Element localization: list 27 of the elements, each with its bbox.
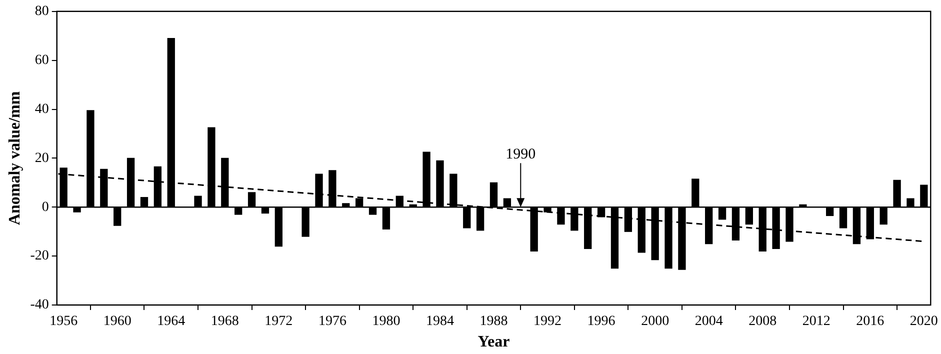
x-tick-label: 1980 [372,314,400,330]
x-tick-label: 1956 [50,314,78,330]
x-tick-label: 1972 [264,314,293,330]
x-tick-label: 1968 [210,314,239,330]
y-tick-label: -20 [30,248,49,264]
y-tick-label: 0 [42,200,49,215]
x-tick-label: 1976 [318,314,346,330]
x-tick-label: 1992 [534,314,562,330]
x-tick-label: 1960 [103,314,132,330]
y-axis-title: Anomaly value/mm [6,90,24,226]
x-axis-title: Year [478,334,510,351]
x-tick-label: 2012 [802,314,830,330]
y-tick-label: 20 [34,150,49,166]
annotation: 1990 [506,146,536,163]
y-tick-label: 40 [34,102,49,117]
x-tick-label: 2004 [694,314,723,330]
x-tick-label: 1984 [426,314,454,330]
y-tick-label: 60 [34,53,49,68]
x-tick-label: 2008 [748,314,777,330]
x-tick-label: 2000 [641,314,670,330]
x-tick-label: 1964 [157,314,186,330]
y-tick-label: 80 [34,4,49,20]
x-tick-label: 1988 [480,314,508,330]
x-tick-label: 2020 [910,314,938,330]
x-tick-label: 1996 [587,314,616,330]
y-tick-label: -40 [30,298,49,313]
x-tick-label: 2016 [856,314,884,330]
